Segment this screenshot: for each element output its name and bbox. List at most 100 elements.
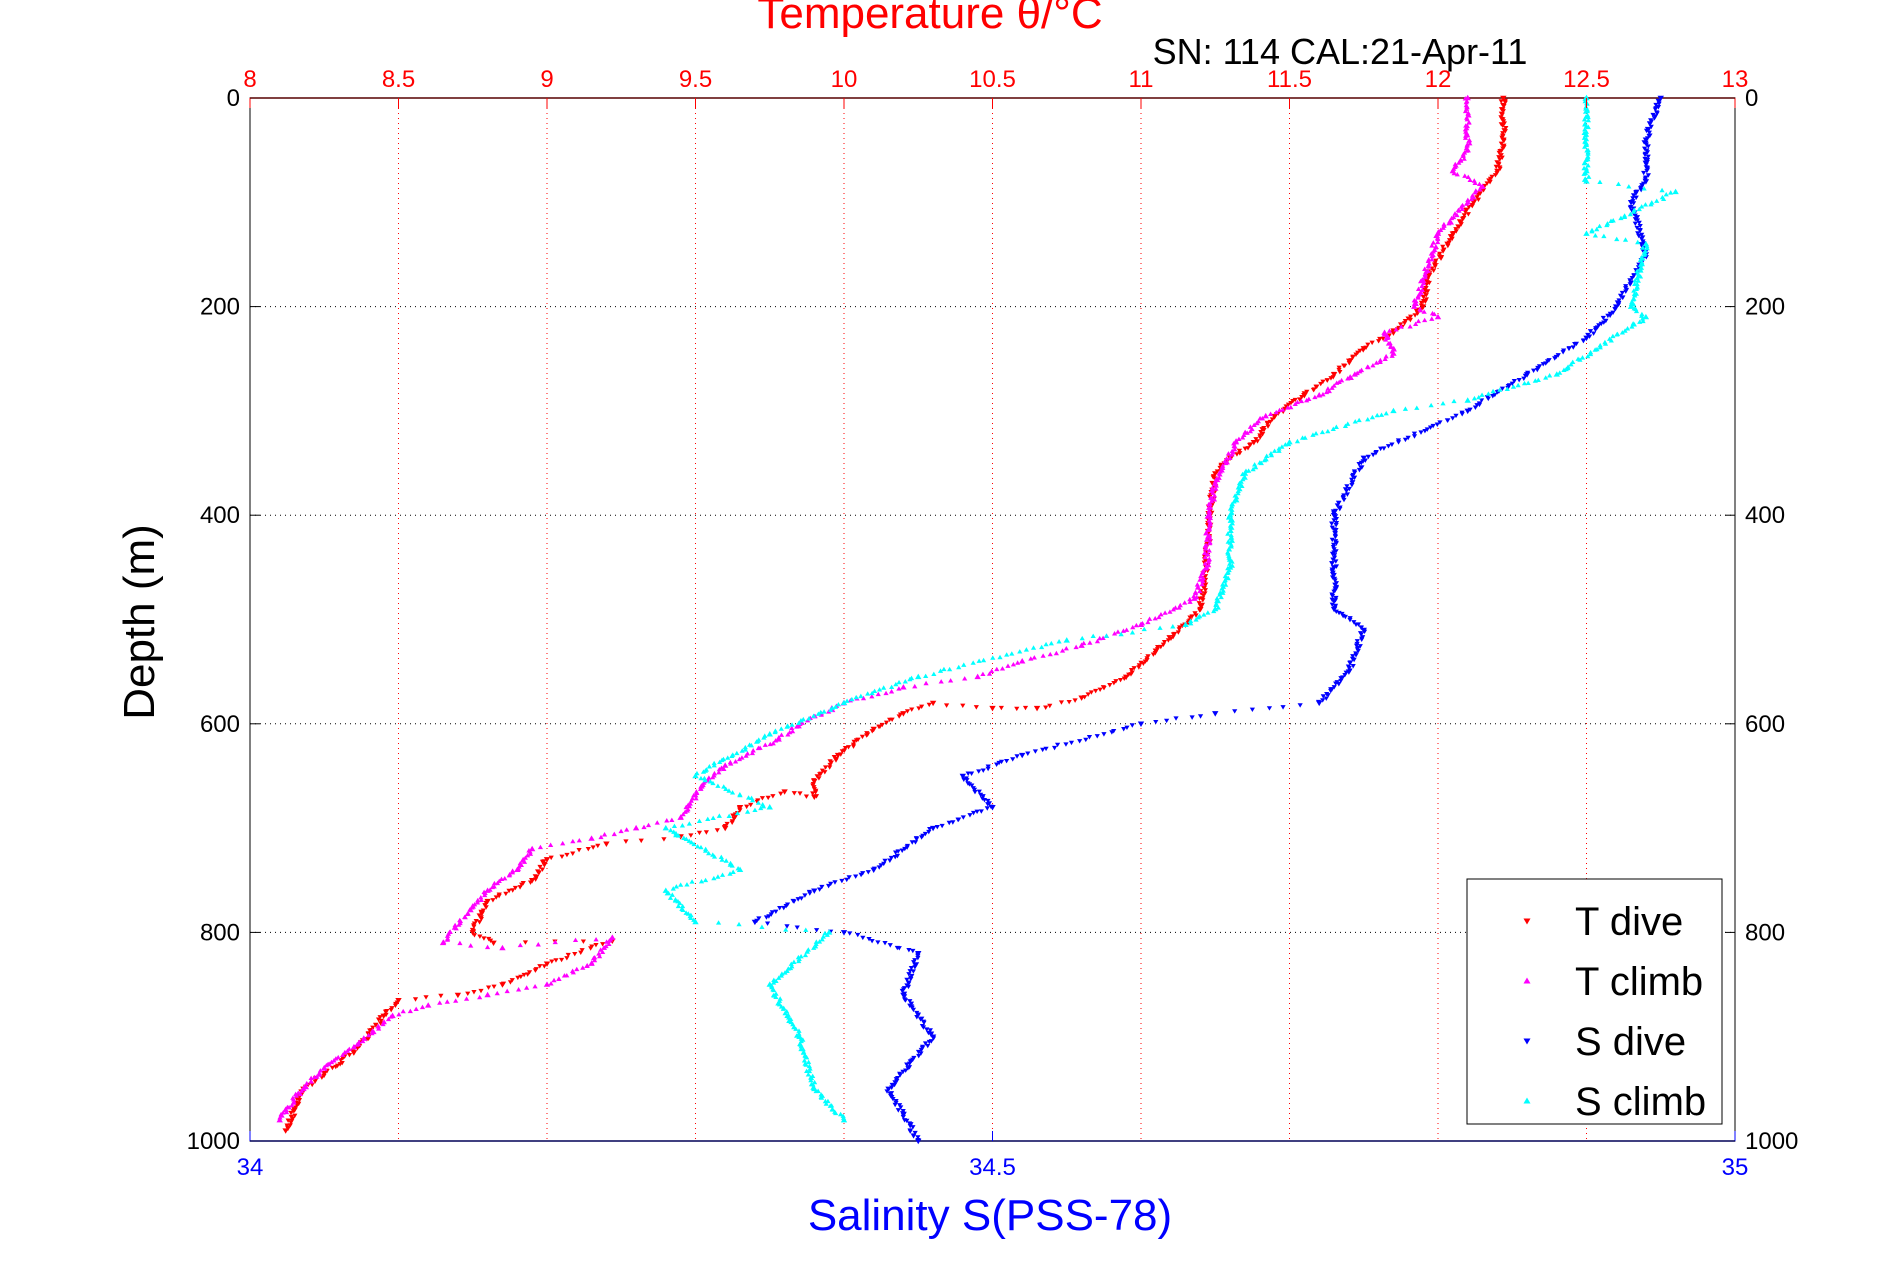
sample-point (976, 789, 982, 795)
sample-point (1543, 375, 1549, 380)
sample-point (437, 1000, 443, 1005)
sample-point (696, 818, 703, 824)
sample-point (781, 905, 787, 911)
sample-point (1247, 442, 1253, 448)
sample-point (1217, 472, 1223, 477)
sample-point (1637, 262, 1644, 267)
sample-point (818, 709, 824, 715)
sample-point (1348, 375, 1354, 380)
sample-point (1165, 638, 1171, 643)
sample-point (1320, 698, 1326, 703)
sample-point (1437, 420, 1443, 425)
tick-labels: 8 8.5 9 9.5 10 10.5 11 11.5 12 12.5 13 34 34.5 35 0 0 20… (187, 66, 1799, 1181)
sample-point (1585, 114, 1591, 120)
sample-point (1570, 345, 1576, 350)
sample-point (1377, 336, 1383, 342)
sample-point (680, 903, 686, 909)
sample-point (1581, 177, 1588, 182)
data-point (588, 835, 595, 841)
sample-point (815, 1088, 821, 1093)
data-point (1390, 330, 1397, 336)
sample-point (984, 806, 990, 811)
sample-point (285, 1126, 291, 1132)
data-point (766, 731, 773, 737)
sample-point (702, 848, 709, 853)
sample-point (1530, 368, 1537, 374)
sample-point (507, 980, 514, 985)
sample-point (931, 671, 937, 677)
sample-point (1373, 360, 1380, 365)
sample-point (1280, 705, 1286, 710)
sample-point (1203, 530, 1209, 536)
sample-point (597, 953, 603, 959)
sample-point (904, 1062, 910, 1067)
sample-point (453, 998, 459, 1003)
sample-point (1619, 330, 1626, 335)
sample-point (700, 769, 707, 774)
sample-point (904, 845, 910, 850)
sample-point (776, 975, 782, 980)
sample-point (1427, 425, 1434, 430)
sample-point (519, 882, 525, 888)
sample-point (1220, 465, 1226, 470)
sample-point (1466, 205, 1472, 210)
sample-point (1582, 144, 1588, 149)
sample-point (821, 709, 827, 714)
sample-point (1193, 613, 1199, 618)
sample-point (1193, 617, 1199, 622)
sample-point (691, 917, 697, 922)
sample-point (1009, 651, 1015, 656)
sample-point (480, 908, 486, 913)
sample-point (1072, 698, 1078, 703)
sample-point (1015, 660, 1021, 665)
sample-point (1641, 170, 1647, 176)
sample-point (1639, 313, 1645, 318)
sample-point (1423, 293, 1429, 298)
sample-point (1585, 124, 1591, 130)
sample-point (1509, 381, 1515, 387)
sample-point (1561, 367, 1567, 372)
sample-point (1202, 588, 1208, 593)
sample-point (1051, 745, 1058, 751)
sample-point (1521, 376, 1527, 382)
temp-tick-label: 12 (1425, 66, 1452, 93)
sample-point (731, 816, 737, 822)
sample-point (596, 951, 602, 956)
sample-point (1194, 594, 1200, 600)
sample-point (1261, 427, 1267, 433)
sample-point (918, 1051, 924, 1056)
sample-point (1233, 438, 1239, 443)
sample-point (1522, 373, 1528, 379)
sample-point (1444, 418, 1450, 423)
sample-point (1205, 505, 1212, 510)
sample-point (1043, 641, 1049, 647)
sample-point (685, 911, 691, 916)
sample-point (537, 864, 543, 870)
data-point (1301, 393, 1308, 399)
sample-point (579, 948, 585, 953)
sample-point (710, 815, 716, 821)
sample-point (354, 1046, 361, 1051)
sample-point (482, 892, 488, 898)
sample-point (1462, 126, 1468, 132)
sample-point (1659, 187, 1665, 193)
sample-point (1419, 283, 1425, 289)
sample-point (1312, 394, 1318, 400)
sample-point (801, 1058, 808, 1063)
sample-point (618, 828, 624, 834)
sample-point (1207, 536, 1213, 541)
data-point (662, 824, 669, 831)
sample-point (1461, 156, 1467, 161)
sample-point (1240, 435, 1246, 440)
sample-point (796, 1028, 802, 1033)
sample-point (1215, 598, 1222, 604)
sample-point (515, 975, 521, 981)
sample-point (1237, 451, 1243, 456)
sample-point (806, 1063, 812, 1069)
sample-point (1173, 716, 1179, 721)
sample-point (1476, 394, 1482, 400)
sample-point (598, 947, 604, 952)
sample-point (985, 798, 991, 804)
depth-tick-label-right: 1000 (1745, 1128, 1798, 1155)
sample-point (1370, 362, 1376, 368)
